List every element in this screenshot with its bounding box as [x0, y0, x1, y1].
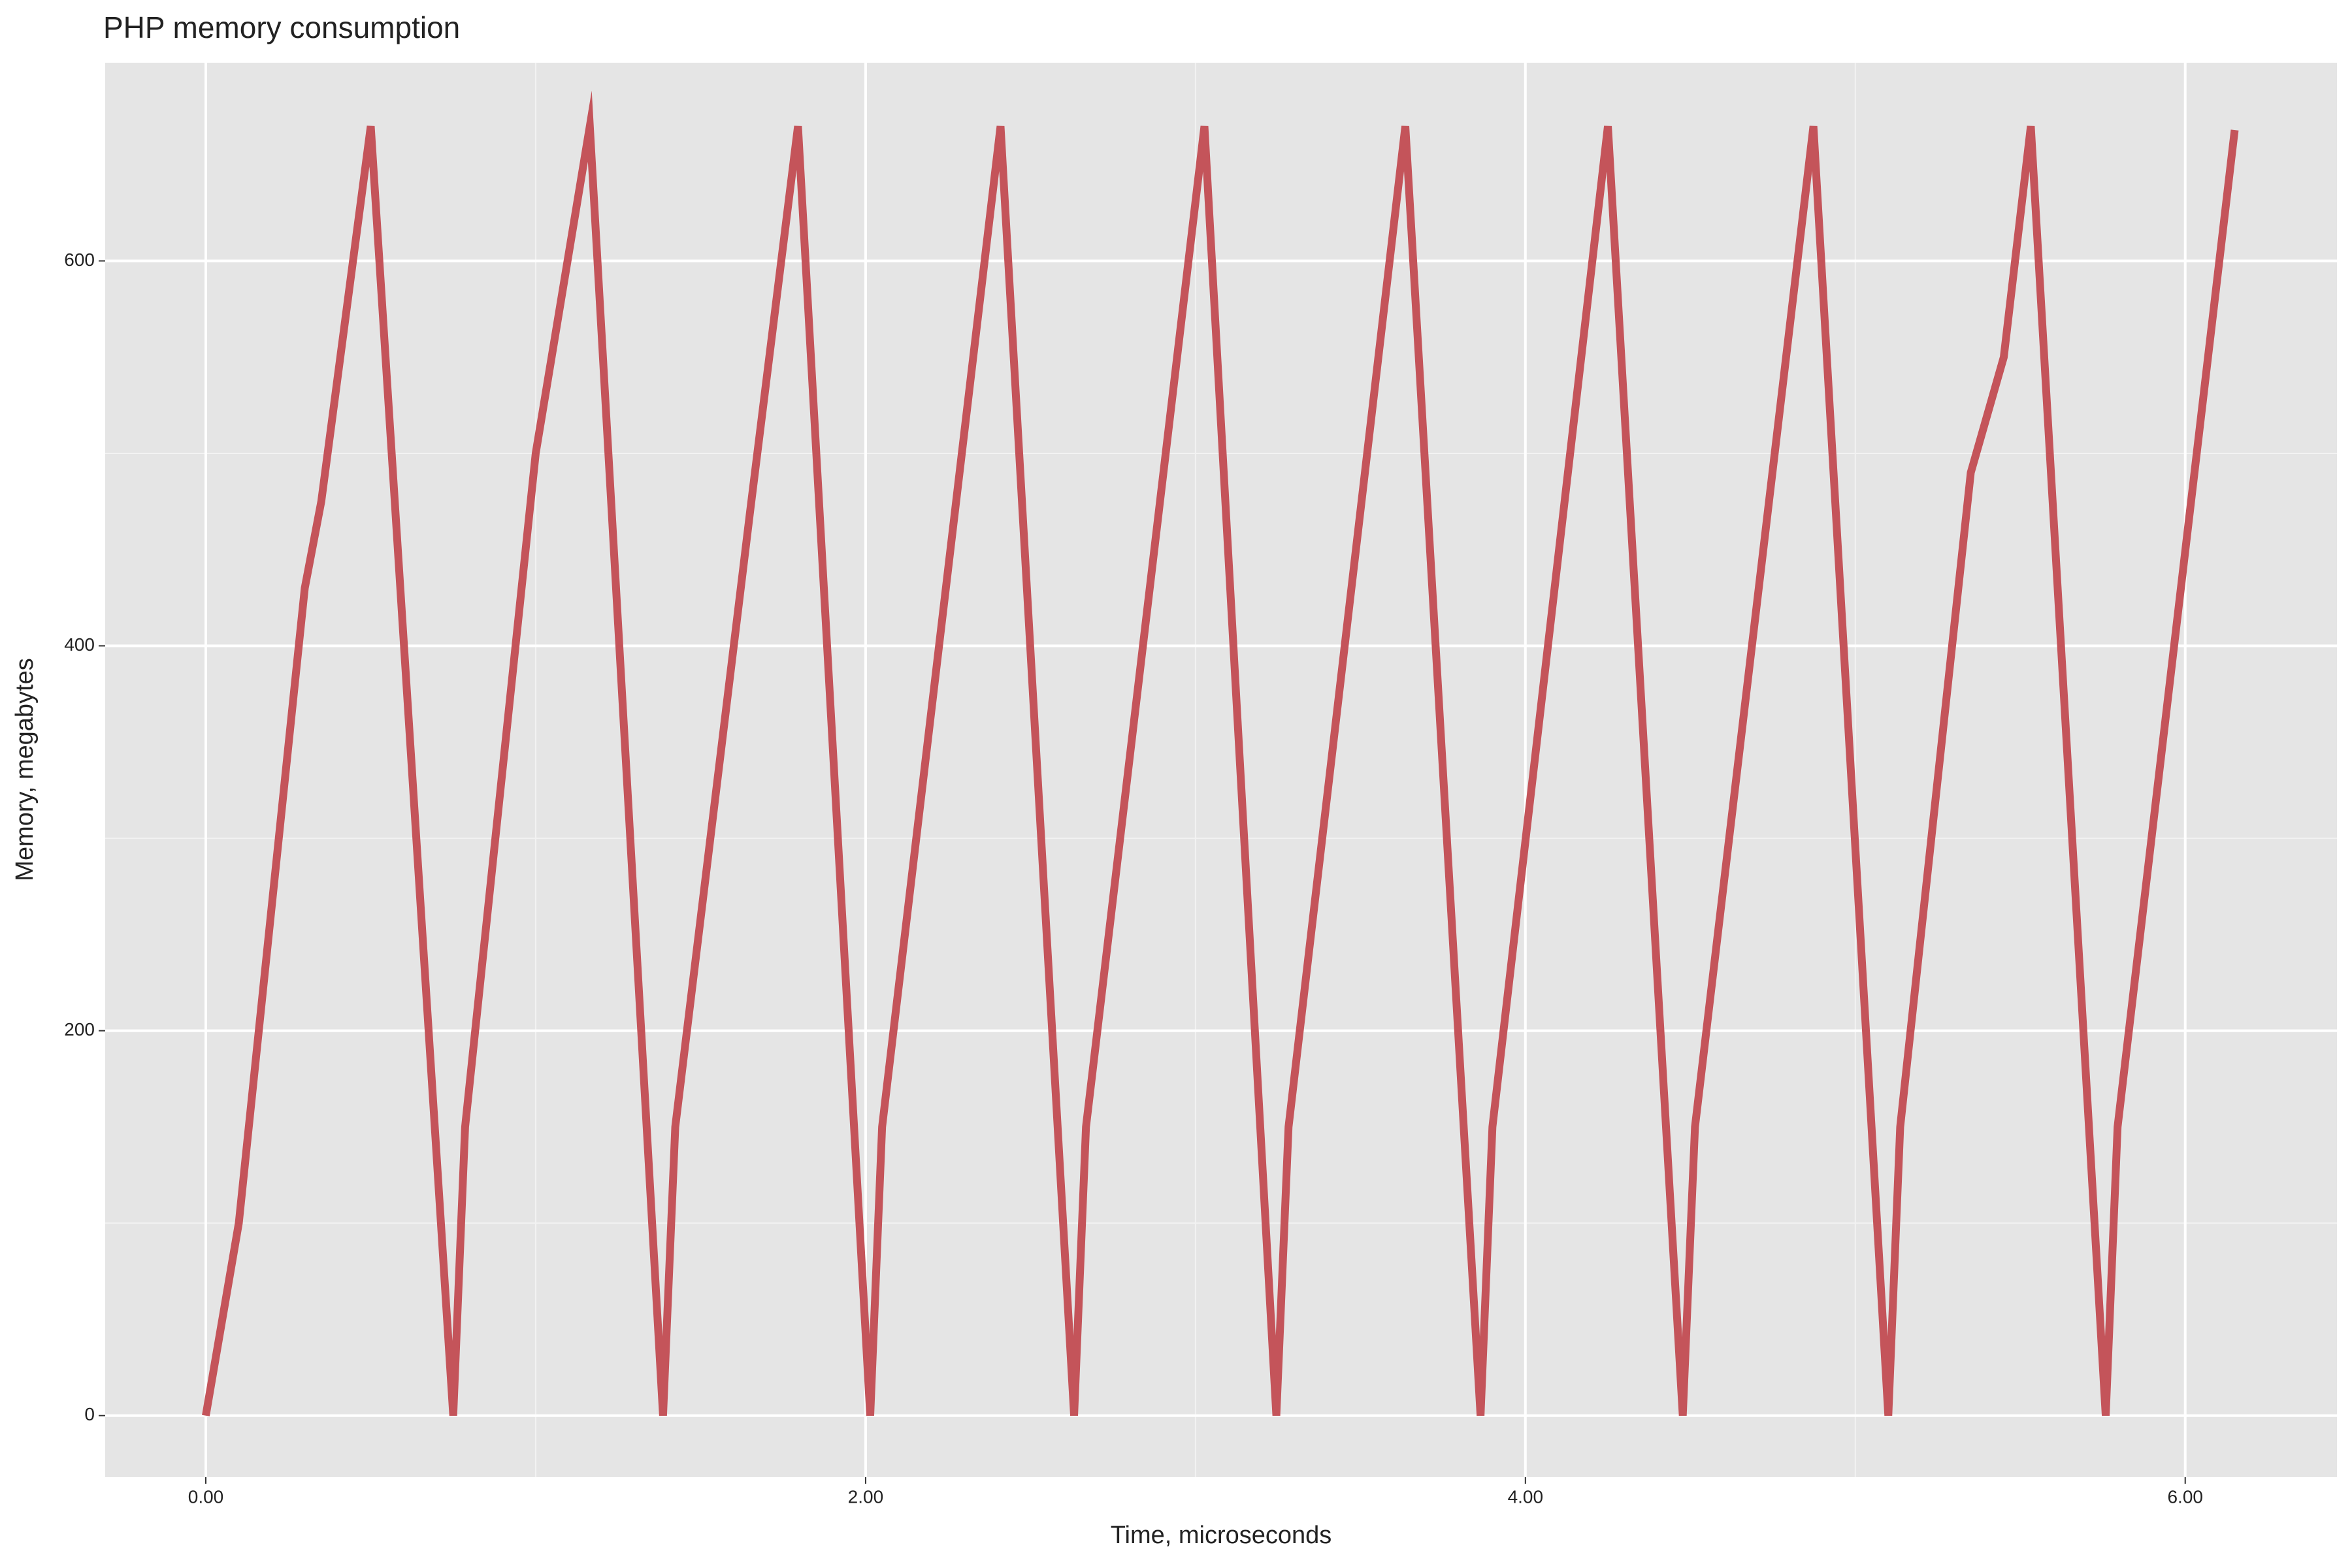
x-tick-label: 4.00 [1508, 1486, 1544, 1507]
x-axis-label: Time, microseconds [1111, 1522, 1332, 1549]
plot-panel [105, 63, 2337, 1477]
y-axis-label: Memory, megabytes [11, 658, 39, 881]
y-tick-label: 600 [64, 250, 95, 270]
chart-title: PHP memory consumption [103, 10, 460, 44]
data-line [202, 90, 2239, 1416]
x-tick-label: 2.00 [848, 1486, 884, 1507]
x-tick-label: 6.00 [2167, 1486, 2203, 1507]
y-tick-label: 400 [64, 634, 95, 655]
y-tick-label: 200 [64, 1019, 95, 1039]
y-tick-label: 0 [84, 1404, 95, 1424]
x-tick-label: 0.00 [188, 1486, 224, 1507]
